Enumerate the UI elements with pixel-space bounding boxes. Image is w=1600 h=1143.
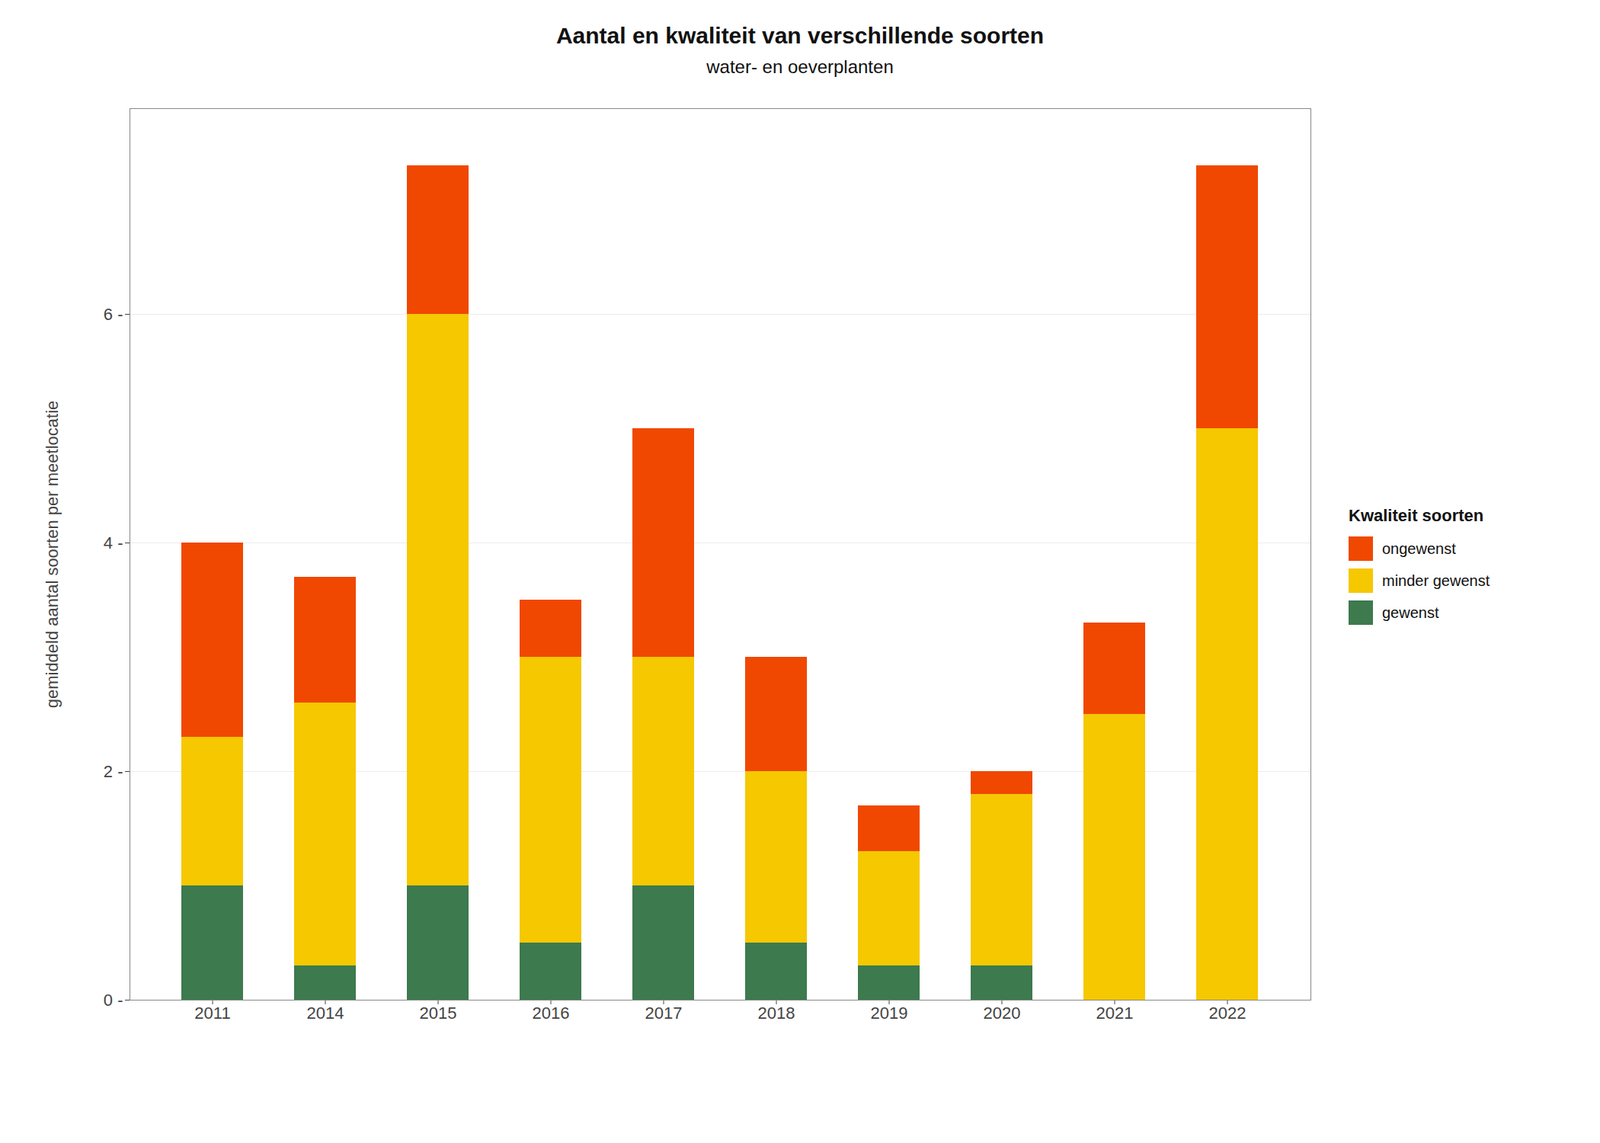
svg-text:2015: 2015 bbox=[419, 1003, 458, 1023]
svg-text:2 -: 2 - bbox=[103, 761, 124, 781]
html-text:Kwaliteit soorten: Kwaliteit soorten bbox=[1348, 505, 1484, 525]
svg-text:2016: 2016 bbox=[532, 1003, 570, 1023]
svg-text:2019: 2019 bbox=[870, 1003, 909, 1023]
svg-text:2011: 2011 bbox=[194, 1003, 231, 1023]
html-text:ongewenst: ongewenst bbox=[1382, 539, 1456, 557]
svg-text:4 -: 4 - bbox=[103, 533, 124, 553]
html-text:Aantal en kwaliteit van versch: Aantal en kwaliteit van verschillende so… bbox=[556, 22, 1044, 48]
svg-text:2018: 2018 bbox=[758, 1003, 796, 1023]
svg-text:6 -: 6 - bbox=[103, 304, 124, 324]
svg-text:2017: 2017 bbox=[645, 1003, 683, 1023]
html-text:water- en oeverplanten: water- en oeverplanten bbox=[706, 56, 894, 77]
svg-text:2022: 2022 bbox=[1209, 1003, 1247, 1023]
svg-text:gemiddeld aantal soorten per m: gemiddeld aantal soorten per meetlocatie bbox=[42, 400, 62, 709]
html-text:gewenst: gewenst bbox=[1382, 603, 1439, 621]
svg-text:2021: 2021 bbox=[1096, 1003, 1134, 1023]
html-text:minder gewenst: minder gewenst bbox=[1382, 571, 1490, 589]
svg-text:2020: 2020 bbox=[983, 1003, 1021, 1023]
svg-text:2014: 2014 bbox=[307, 1003, 345, 1023]
svg-text:0 -: 0 - bbox=[103, 990, 124, 1010]
